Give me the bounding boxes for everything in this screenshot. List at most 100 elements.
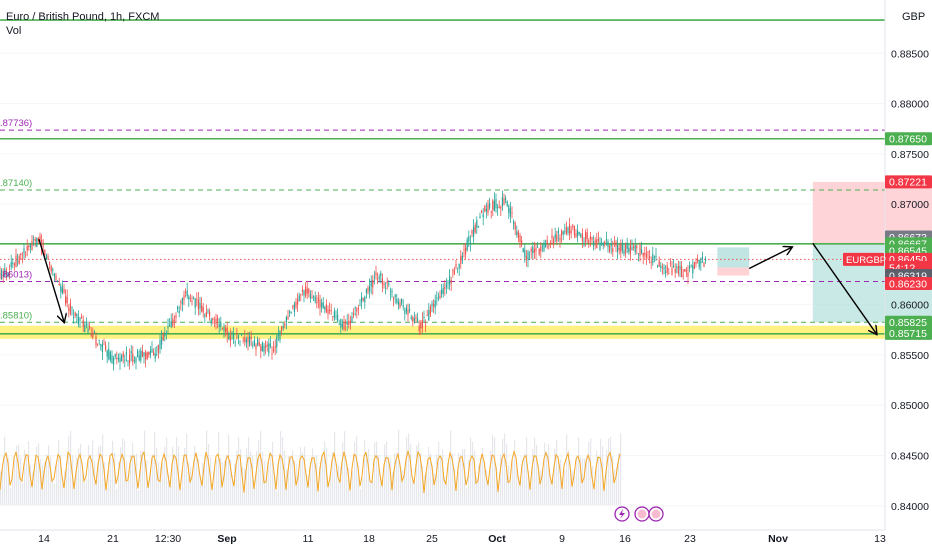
candle-body (220, 322, 222, 327)
volume-bar (420, 453, 422, 505)
candle-body (581, 233, 583, 242)
price-badge-label: 0.86230 (889, 278, 927, 290)
volume-bar (198, 459, 200, 505)
volume-bar (156, 447, 158, 505)
candle-body (338, 324, 340, 325)
volume-bar (200, 476, 202, 505)
candle-body (450, 280, 452, 284)
candle-body (469, 242, 471, 245)
volume-bar (98, 446, 100, 505)
candle-body (433, 304, 435, 307)
candle-body (119, 358, 121, 363)
candle-body (612, 248, 614, 253)
candle-body (290, 311, 292, 313)
volume-bar (26, 456, 28, 505)
candle-body (332, 315, 334, 317)
candle-body (607, 241, 609, 248)
volume-bar (428, 446, 430, 505)
candle-body (701, 256, 703, 261)
volume-bar (32, 472, 34, 505)
candle-body (55, 275, 57, 281)
candle-body (20, 253, 22, 255)
candle-body (637, 253, 639, 255)
candle-body (175, 315, 177, 318)
volume-bar (554, 448, 556, 505)
volume-bar (184, 447, 186, 505)
candle-body (561, 230, 563, 235)
volume-bar (78, 448, 80, 505)
candle-body (73, 317, 75, 319)
volume-bar (516, 461, 518, 505)
candle-body (325, 304, 327, 313)
volume-bar (458, 452, 460, 505)
volume-bar (558, 460, 560, 505)
candle-body (197, 299, 199, 310)
volume-bar (570, 469, 572, 505)
candle-body (329, 309, 331, 311)
volume-bar (434, 473, 436, 505)
candle-body (442, 288, 444, 294)
candle-body (93, 331, 95, 333)
volume-bar (524, 453, 526, 505)
volume-bar (386, 441, 388, 505)
candle-body (564, 230, 566, 232)
candle-body (169, 325, 171, 326)
volume-bar (510, 482, 512, 505)
candle-body (703, 263, 705, 268)
candle-body (33, 239, 35, 240)
candle-body (300, 294, 302, 296)
volume-bar (548, 444, 550, 505)
candle-body (193, 297, 195, 299)
volume-bar (246, 448, 248, 505)
candle-body (666, 265, 668, 273)
candle-body (2, 274, 4, 276)
volume-bar (574, 476, 576, 505)
candle-body (114, 354, 116, 357)
candle-body (506, 200, 508, 206)
candle-body (373, 277, 375, 278)
candle-body (589, 236, 591, 240)
symbol-badge (843, 252, 884, 266)
candle-body (311, 297, 313, 298)
candle-body (217, 318, 219, 321)
volume-bar (468, 459, 470, 505)
volume-bar (482, 447, 484, 505)
candle-body (105, 344, 107, 350)
candle-body (306, 288, 308, 294)
volume-bar (74, 481, 76, 505)
volume-bar (164, 446, 166, 505)
volume-bar (110, 457, 112, 505)
time-axis[interactable]: 14 21 12:30 Sep 11 18 25 Oct 9 16 23 Nov 13 (38, 533, 886, 545)
volume-bar (38, 443, 40, 505)
candles-layer (0, 190, 707, 371)
candle-body (1, 270, 3, 280)
candle-body (621, 242, 623, 251)
volume-bar (566, 434, 568, 505)
candle-body (449, 275, 451, 286)
candle-body (183, 295, 185, 300)
volume-bar (390, 458, 392, 505)
candle-body (36, 238, 38, 247)
candle-body (626, 242, 628, 249)
candle-body (173, 320, 175, 321)
candle-body (153, 352, 155, 356)
volume-bar (342, 442, 344, 505)
volume-bar (150, 468, 152, 505)
candle-body (399, 302, 401, 308)
candle-body (89, 326, 91, 329)
volume-bar (54, 483, 56, 505)
candle-body (335, 316, 337, 318)
candle-body (273, 348, 275, 352)
candle-body (196, 298, 198, 300)
candle-body (354, 307, 356, 309)
volume-bar (12, 471, 14, 505)
volume-bar (304, 446, 306, 505)
candle-body (282, 325, 284, 329)
candle-body (26, 245, 28, 251)
candle-body (71, 307, 73, 309)
candle-body (535, 247, 537, 252)
volume-bar (248, 436, 250, 505)
candle-body (628, 248, 630, 252)
candle-body (527, 251, 529, 260)
